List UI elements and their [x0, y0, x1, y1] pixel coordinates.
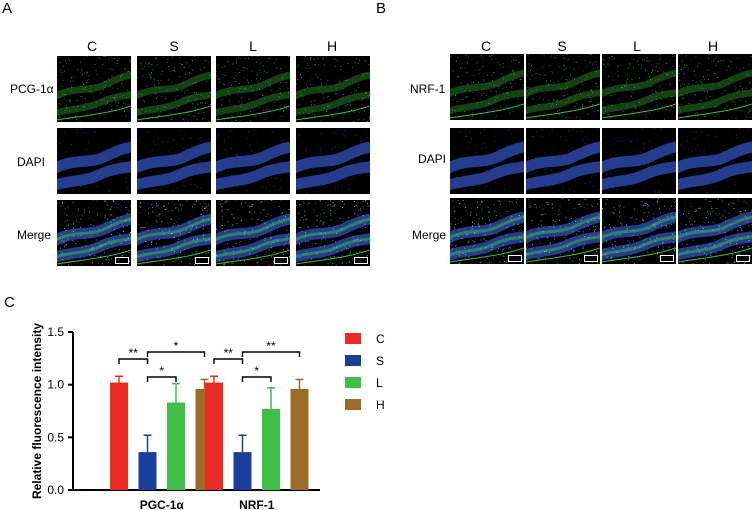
panel-a-micrograph-stain-c: [57, 56, 131, 122]
scale-bar: [195, 257, 209, 264]
panel-a-col-c: C: [86, 38, 98, 54]
panel-a-col-l: L: [249, 38, 257, 54]
significance-label: **: [224, 346, 234, 360]
panel-b-col-l: L: [633, 38, 641, 54]
panel-a-micrograph-dapi-l: [216, 128, 290, 194]
panel-a-micrograph-dapi-c: [57, 128, 131, 194]
x-category-label: PGC-1α: [140, 498, 185, 510]
panel-a-row-merge: Merge: [17, 228, 52, 242]
significance-label: *: [254, 364, 259, 378]
y-tick-label: 0.5: [47, 430, 64, 444]
legend-label-L: L: [376, 376, 383, 390]
panel-a-micrograph-stain-s: [137, 56, 211, 122]
panel-b-micrograph-dapi-l: [602, 128, 676, 194]
legend-swatch-H: [345, 399, 361, 410]
panel-a-micrograph-merge-l: [216, 200, 290, 266]
legend-label-H: H: [376, 398, 385, 412]
significance-label: **: [266, 339, 276, 353]
bar-C-1: [205, 382, 223, 490]
legend-swatch-L: [345, 377, 361, 388]
bar-S-1: [233, 452, 252, 490]
panel-b-micrograph-dapi-c: [450, 128, 524, 194]
panel-b-col-s: S: [557, 38, 567, 54]
significance-bracket: [146, 351, 206, 357]
scale-bar: [584, 255, 598, 262]
panel-b-row-nrf: NRF-1: [410, 82, 446, 96]
significance-bracket: [118, 358, 149, 364]
panel-a-col-s: S: [169, 38, 179, 54]
panel-b-micrograph-dapi-h: [678, 128, 752, 194]
y-tick-label: 0.0: [47, 483, 64, 497]
legend-label-C: C: [376, 332, 385, 346]
panel-b-row-merge: Merge: [412, 228, 447, 242]
panel-a-micrograph-stain-l: [216, 56, 290, 122]
panel-b-micrograph-merge-c: [450, 198, 524, 264]
legend-swatch-C: [345, 333, 361, 344]
panel-b-micrograph-stain-l: [602, 54, 676, 120]
panel-a-col-h: H: [326, 38, 338, 54]
panel-b-micrograph-dapi-s: [526, 128, 600, 194]
bar-L-0: [167, 402, 185, 490]
panel-letter-b: B: [376, 0, 387, 17]
significance-bracket: [241, 376, 272, 382]
panel-a-micrograph-merge-c: [57, 200, 131, 266]
significance-bracket: [241, 351, 301, 357]
scale-bar: [274, 257, 288, 264]
bar-S-0: [138, 452, 157, 490]
panel-letter-a: A: [2, 0, 13, 17]
panel-a-row-pcg: PCG-1α: [10, 82, 54, 96]
x-category-label: NRF-1: [239, 498, 275, 510]
scale-bar: [354, 257, 368, 264]
panel-b-col-c: C: [480, 38, 492, 54]
legend-label-S: S: [376, 354, 384, 368]
scale-bar: [508, 255, 522, 262]
panel-b-col-h: H: [707, 38, 719, 54]
panel-b-micrograph-merge-h: [678, 198, 752, 264]
panel-b-micrograph-stain-c: [450, 54, 524, 120]
bar-H-1: [290, 388, 309, 490]
scale-bar: [736, 255, 750, 262]
significance-bracket: [213, 358, 244, 364]
significance-label: *: [174, 339, 179, 353]
panel-a-micrograph-stain-h: [296, 56, 370, 122]
panel-b-micrograph-merge-s: [526, 198, 600, 264]
y-tick-label: 1.0: [47, 378, 64, 392]
panel-b-micrograph-stain-h: [678, 54, 752, 120]
significance-bracket: [146, 376, 177, 382]
significance-label: **: [129, 346, 139, 360]
bar-L-1: [262, 408, 280, 490]
scale-bar: [115, 257, 129, 264]
legend-swatch-S: [345, 355, 361, 366]
significance-label: *: [159, 364, 164, 378]
scale-bar: [660, 255, 674, 262]
panel-letter-c: C: [4, 294, 15, 311]
panel-a-micrograph-merge-h: [296, 200, 370, 266]
panel-b-row-dapi: DAPI: [418, 152, 447, 166]
panel-b-micrograph-merge-l: [602, 198, 676, 264]
bar-C-0: [110, 382, 128, 490]
y-axis-label: Relative fluorescence intensity: [30, 323, 44, 499]
panel-a-micrograph-merge-s: [137, 200, 211, 266]
panel-a-row-dapi: DAPI: [17, 155, 46, 169]
panel-b-micrograph-stain-s: [526, 54, 600, 120]
panel-a-micrograph-dapi-h: [296, 128, 370, 194]
panel-a-micrograph-dapi-s: [137, 128, 211, 194]
y-tick-label: 1.5: [47, 325, 64, 339]
